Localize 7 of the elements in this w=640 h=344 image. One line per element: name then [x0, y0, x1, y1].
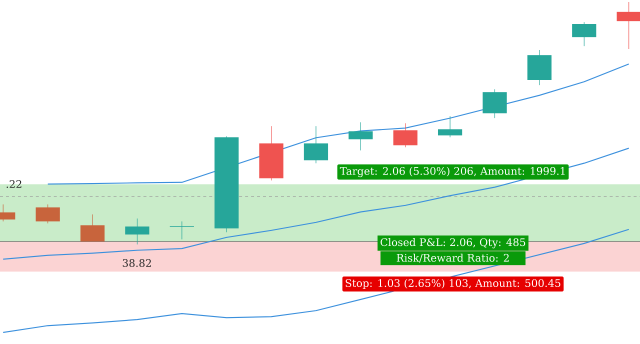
- text: 38.82: [122, 259, 151, 267]
- candlestick: [169, 221, 194, 240]
- text: Stop: 1.03 (2.65%) 103, Amount: 500.45: [346, 278, 560, 290]
- text: Risk/Reward Ratio: 2: [396, 254, 509, 263]
- annotation: Target: 2.06 (5.30%) 206, Amount: 1999.1: [340, 166, 565, 178]
- annotation: .22: [6, 180, 22, 188]
- annotation: Closed P&L: 2.06, Qty: 485: [380, 238, 526, 248]
